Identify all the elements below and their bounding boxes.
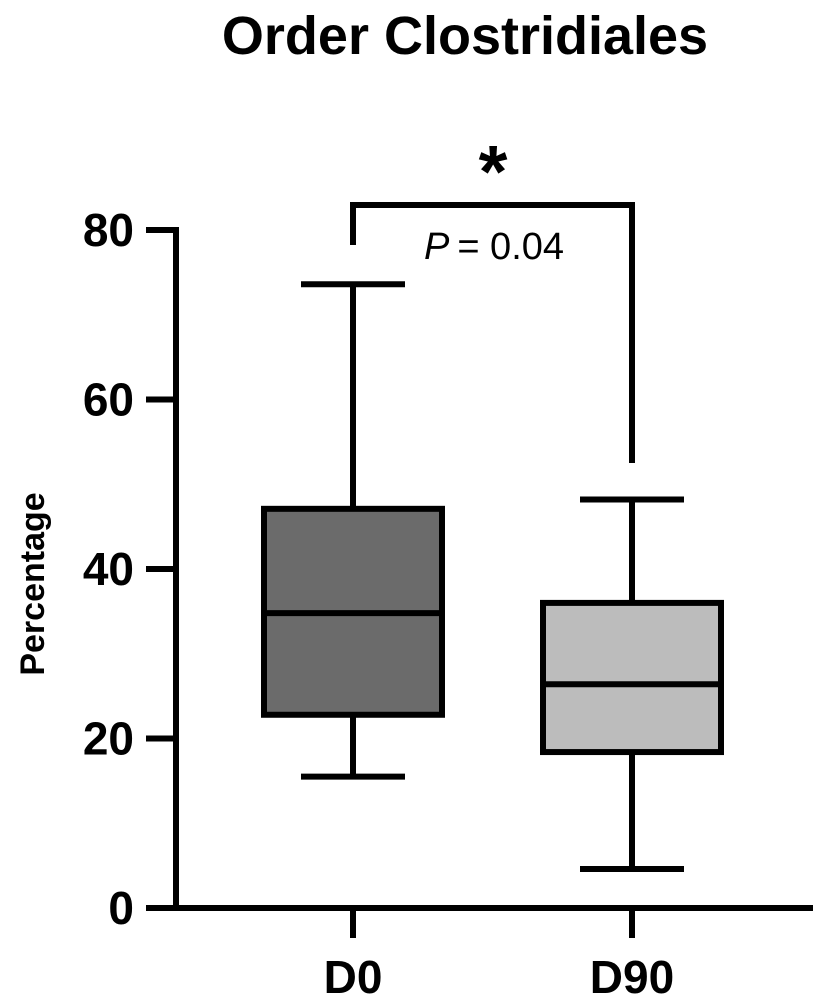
box-d0 bbox=[261, 281, 445, 780]
y-axis-label: Percentage bbox=[14, 492, 52, 675]
y-ticks: 0 20 40 60 80 bbox=[83, 204, 176, 934]
p-value-text: P = 0.04 bbox=[424, 226, 564, 268]
y-axis: 0 20 40 60 80 bbox=[83, 204, 179, 934]
y-tick-label: 0 bbox=[108, 882, 134, 934]
significance-star: * bbox=[479, 130, 508, 213]
box-series bbox=[261, 281, 724, 873]
x-tick-label: D0 bbox=[324, 951, 383, 1003]
p-value-number: = 0.04 bbox=[457, 226, 564, 268]
box-d90 bbox=[540, 496, 724, 873]
interquartile-box bbox=[540, 599, 724, 756]
significance-annotation: * P = 0.04 bbox=[350, 130, 635, 463]
x-ticks: D0 D90 bbox=[324, 908, 674, 1003]
chart-title: Order Clostridiales bbox=[222, 6, 708, 66]
x-axis: D0 D90 bbox=[173, 905, 813, 1003]
significance-bracket bbox=[350, 202, 635, 463]
y-tick-label: 80 bbox=[83, 204, 134, 256]
y-tick-label: 40 bbox=[83, 543, 134, 595]
y-tick-label: 60 bbox=[83, 374, 134, 426]
x-tick-label: D90 bbox=[590, 951, 674, 1003]
p-value-symbol: P bbox=[424, 226, 450, 268]
y-tick-label: 20 bbox=[83, 713, 134, 765]
